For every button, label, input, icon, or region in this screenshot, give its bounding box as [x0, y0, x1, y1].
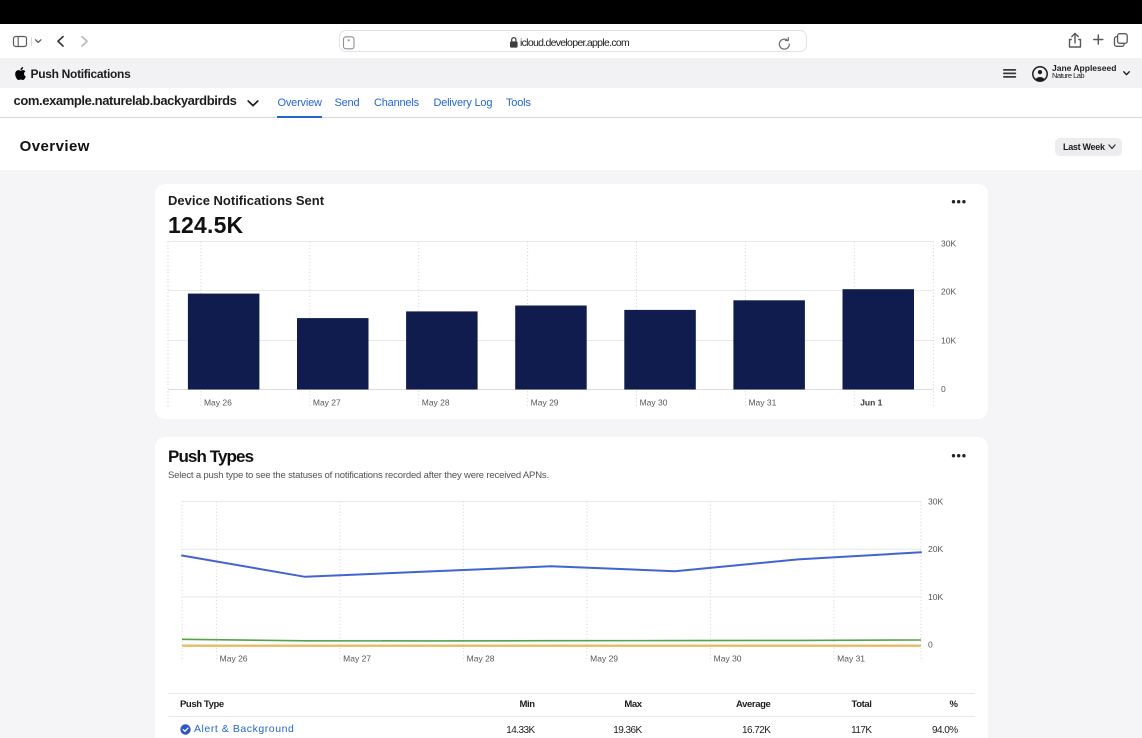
svg-text:May 27: May 27 — [313, 397, 341, 407]
svg-text:May 31: May 31 — [748, 397, 776, 407]
svg-text:May 28: May 28 — [467, 654, 495, 664]
svg-text:30K: 30K — [928, 497, 943, 507]
svg-text:May 29: May 29 — [590, 654, 618, 664]
svg-text:May 29: May 29 — [531, 397, 559, 407]
svg-text:May 30: May 30 — [640, 397, 668, 407]
svg-text:30K: 30K — [941, 239, 956, 249]
svg-text:May 30: May 30 — [714, 654, 742, 664]
svg-text:0: 0 — [928, 640, 933, 650]
svg-text:10K: 10K — [941, 335, 956, 345]
svg-text:10K: 10K — [928, 592, 943, 602]
svg-text:0: 0 — [941, 384, 946, 394]
svg-text:May 28: May 28 — [422, 397, 450, 407]
svg-text:May 27: May 27 — [343, 654, 371, 664]
svg-text:Jun 1: Jun 1 — [860, 397, 882, 407]
svg-text:20K: 20K — [941, 287, 956, 297]
svg-text:May 31: May 31 — [837, 654, 865, 664]
svg-text:May 26: May 26 — [204, 397, 232, 407]
svg-text:20K: 20K — [928, 544, 943, 554]
svg-text:May 26: May 26 — [220, 654, 248, 664]
